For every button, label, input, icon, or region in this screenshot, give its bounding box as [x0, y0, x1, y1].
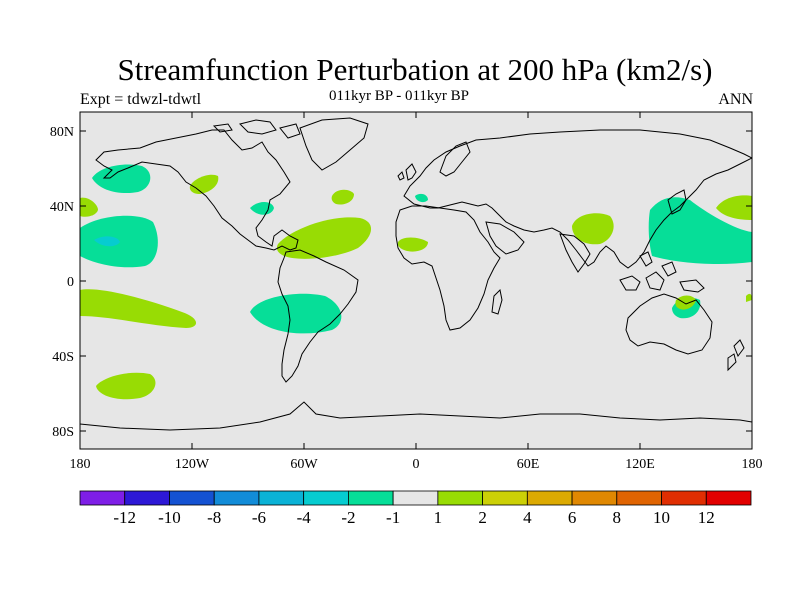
colorbar-box [169, 490, 215, 506]
period-label: 011kyr BP - 011kyr BP [329, 88, 470, 104]
colorbar-label: 8 [613, 508, 622, 527]
colorbar-box [79, 490, 126, 506]
colorbar-label: 6 [568, 508, 577, 527]
colorbar-box [213, 490, 260, 506]
coast-antarctica [80, 401, 752, 431]
colorbar-label: -6 [252, 508, 266, 527]
colorbar-box [526, 490, 573, 506]
contour-neg-south-atlantic [250, 293, 342, 334]
contour-pos-caribbean [276, 217, 372, 259]
colorbar-box [661, 490, 707, 506]
lon-label: 60W [290, 457, 318, 472]
lat-label: 80S [52, 425, 74, 440]
contour-fills [80, 164, 752, 400]
contour-pos-north-atlantic [331, 189, 354, 205]
colorbar-label: -12 [113, 508, 136, 527]
coast-eurasia [403, 129, 752, 269]
colorbar-label: -10 [158, 508, 181, 527]
contour-neg-east-us [250, 202, 274, 215]
lat-label: 80N [50, 125, 74, 140]
contour-pos-sahara [397, 237, 428, 252]
colorbar-labels: -12 -10 -8 -6 -4 -2 -1 1 2 4 6 8 10 12 [113, 508, 714, 527]
contour-neg-mediterranean [415, 193, 428, 203]
lon-label: 180 [742, 457, 763, 472]
coast-north-america [95, 129, 299, 251]
coastlines [80, 117, 752, 431]
colorbar-label: -8 [207, 508, 221, 527]
colorbar-box [705, 490, 752, 506]
colorbar-box [437, 490, 483, 506]
colorbar-box [124, 490, 170, 506]
coast-british-isles [397, 163, 417, 181]
colorbar-box [392, 490, 439, 506]
colorbar-label: 4 [523, 508, 532, 527]
coast-japan [667, 189, 687, 215]
lon-label: 0 [413, 457, 420, 472]
map-background [80, 112, 752, 449]
colorbar-label: -4 [297, 508, 312, 527]
coast-scandinavia [439, 141, 471, 177]
colorbar-label: 10 [653, 508, 670, 527]
lon-label: 180 [70, 457, 91, 472]
coast-new-zealand [727, 339, 745, 372]
latitude-labels: 80N 40N 0 40S 80S [50, 125, 74, 440]
colorbar-label: 1 [434, 508, 443, 527]
lon-label: 120W [175, 457, 210, 472]
contour-pos-australia-east [675, 295, 696, 310]
contour-pos-india [572, 213, 614, 245]
contour-pos-southern-pacific [96, 372, 156, 400]
contour-pos-east-edge [746, 293, 752, 302]
lat-label: 40S [52, 350, 74, 365]
colorbar-box [258, 490, 305, 506]
colorbar-box [303, 490, 349, 506]
coast-greenland [299, 117, 369, 171]
colorbar-box [482, 490, 528, 506]
lon-label: 120E [625, 457, 655, 472]
coast-arctic-islands [212, 119, 301, 139]
colorbar-label: -1 [386, 508, 400, 527]
coast-arabia [485, 221, 525, 255]
colorbar [79, 490, 752, 506]
contour-pos-west-edge [80, 197, 98, 217]
lat-label: 0 [67, 275, 74, 290]
lon-label: 60E [517, 457, 540, 472]
coast-se-asia-islands [619, 251, 705, 293]
colorbar-label: 12 [698, 508, 715, 527]
colorbar-box [571, 490, 618, 506]
coast-australia [625, 293, 713, 355]
lat-label: 40N [50, 200, 74, 215]
contour-neg-west-pacific [648, 197, 752, 264]
contour-pos-north-pacific-east [716, 195, 752, 220]
contour-pos-south-pacific [80, 289, 197, 328]
season-label: ANN [718, 91, 753, 108]
coast-india [559, 233, 591, 273]
longitude-labels: 180 120W 60W 0 60E 120E 180 [70, 457, 763, 472]
plot-title: Streamfunction Perturbation at 200 hPa (… [117, 52, 713, 87]
coast-africa [395, 205, 501, 331]
experiment-label: Expt = tdwzl-tdwtl [80, 91, 202, 108]
contour-neg-north-pacific [92, 164, 151, 194]
colorbar-label: 2 [478, 508, 487, 527]
coast-south-america [277, 249, 359, 383]
colorbar-label: -2 [341, 508, 355, 527]
coast-madagascar [491, 288, 503, 315]
contour-neg-pacific-core [94, 236, 120, 247]
colorbar-box [347, 490, 394, 506]
colorbar-box [616, 490, 662, 506]
axis-ticks [79, 112, 753, 449]
